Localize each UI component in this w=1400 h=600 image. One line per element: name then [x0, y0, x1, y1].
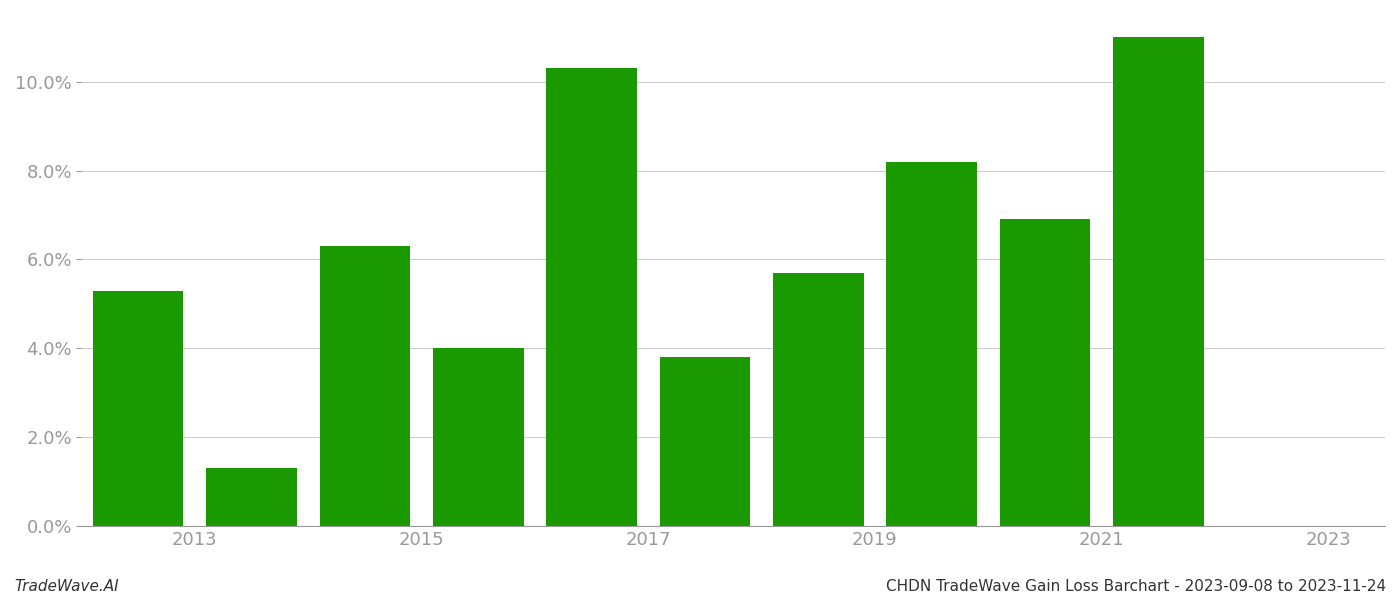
Bar: [433, 349, 524, 526]
Bar: [886, 161, 977, 526]
Bar: [92, 290, 183, 526]
Bar: [1113, 37, 1204, 526]
Text: CHDN TradeWave Gain Loss Barchart - 2023-09-08 to 2023-11-24: CHDN TradeWave Gain Loss Barchart - 2023…: [886, 579, 1386, 594]
Bar: [206, 469, 297, 526]
Bar: [546, 68, 637, 526]
Bar: [659, 357, 750, 526]
Text: TradeWave.AI: TradeWave.AI: [14, 579, 119, 594]
Bar: [319, 246, 410, 526]
Bar: [773, 273, 864, 526]
Bar: [1000, 220, 1091, 526]
